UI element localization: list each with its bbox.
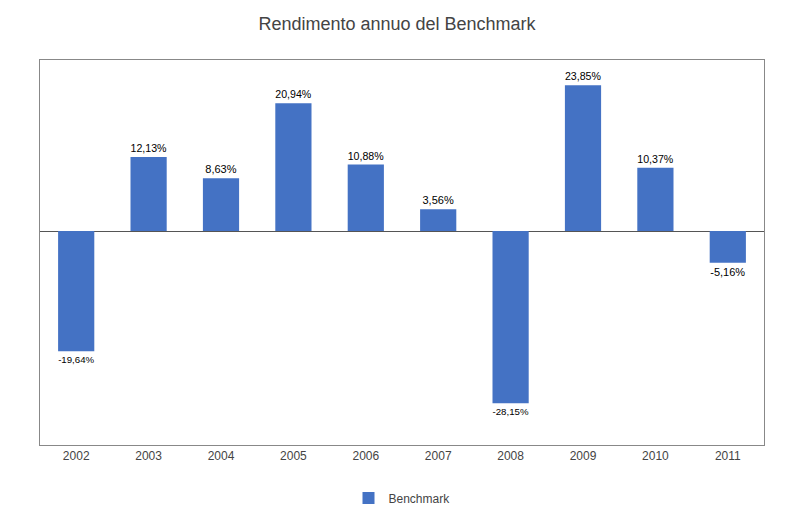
- svg-text:2011: 2011: [715, 449, 741, 463]
- svg-text:12,13%: 12,13%: [131, 142, 168, 154]
- svg-text:2005: 2005: [280, 449, 307, 463]
- svg-text:10,37%: 10,37%: [637, 153, 674, 165]
- svg-text:10,88%: 10,88%: [348, 150, 385, 162]
- svg-text:8,63%: 8,63%: [205, 163, 236, 175]
- svg-text:2006: 2006: [352, 449, 379, 463]
- svg-text:Rendimento annuo del Benchmark: Rendimento annuo del Benchmark: [258, 14, 536, 34]
- svg-text:2003: 2003: [135, 449, 162, 463]
- svg-text:2007: 2007: [425, 449, 452, 463]
- svg-text:2010: 2010: [642, 449, 669, 463]
- svg-text:-5,16%: -5,16%: [710, 266, 745, 278]
- svg-text:2008: 2008: [497, 449, 524, 463]
- svg-text:23,85%: 23,85%: [565, 70, 602, 82]
- svg-text:-19,64%: -19,64%: [58, 354, 94, 365]
- svg-text:Benchmark: Benchmark: [389, 492, 451, 506]
- svg-text:3,56%: 3,56%: [422, 194, 453, 206]
- svg-text:2002: 2002: [63, 449, 90, 463]
- svg-text:2009: 2009: [570, 449, 597, 463]
- svg-text:20,94%: 20,94%: [275, 88, 312, 100]
- svg-text:2004: 2004: [208, 449, 235, 463]
- svg-text:-28,15%: -28,15%: [493, 406, 529, 417]
